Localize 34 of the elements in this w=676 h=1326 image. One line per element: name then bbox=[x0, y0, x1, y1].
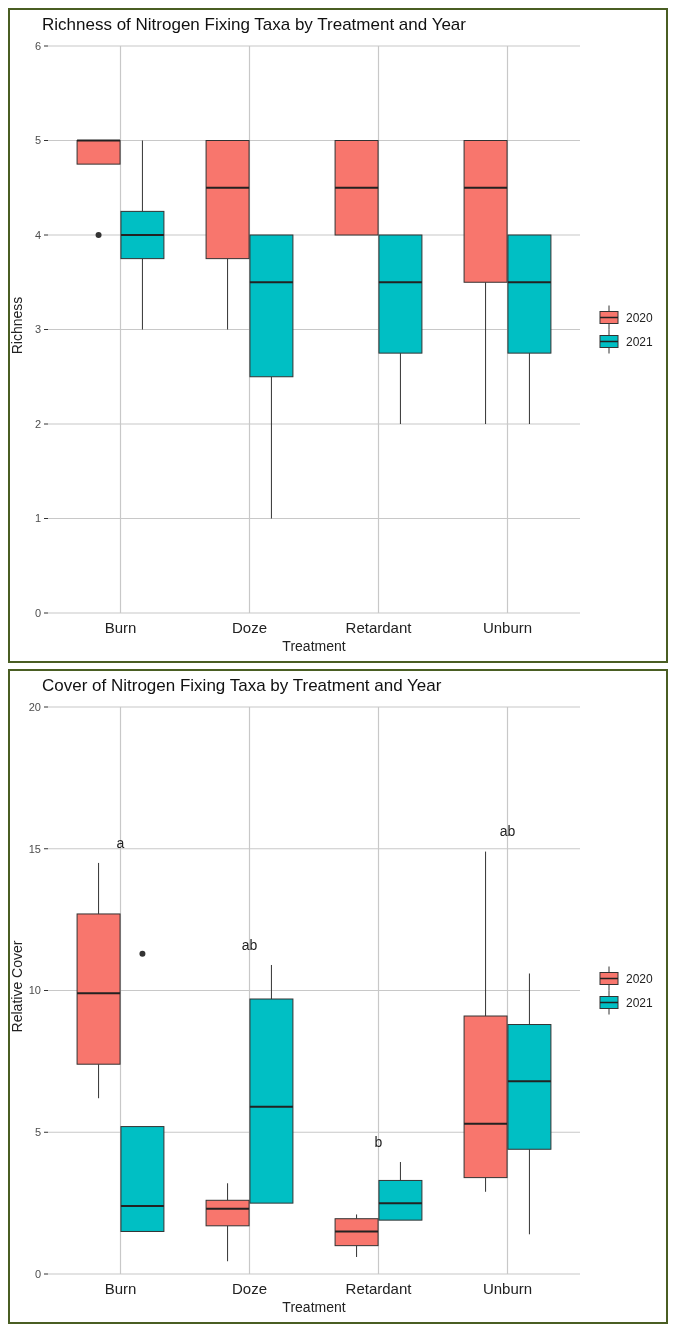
x-tick-label: Retardant bbox=[345, 619, 413, 636]
annotation: ab bbox=[241, 936, 258, 953]
legend-label: 2021 bbox=[626, 334, 654, 349]
y-tick-label: 1 bbox=[34, 512, 41, 525]
y-tick-label: 2 bbox=[34, 417, 41, 430]
x-tick-label: Unburn bbox=[482, 1280, 533, 1297]
y-tick-label: 6 bbox=[34, 39, 41, 52]
y-axis-title: Relative Cover bbox=[9, 940, 25, 1033]
x-tick-label: Unburn bbox=[482, 619, 533, 636]
chart-title: Richness of Nitrogen Fixing Taxa by Treatment and Year bbox=[42, 15, 467, 34]
y-tick-label: 0 bbox=[34, 1267, 41, 1280]
y-tick-label: 0 bbox=[34, 606, 41, 619]
x-tick-label: Retardant bbox=[345, 1280, 413, 1297]
y-axis-title: Richness bbox=[9, 296, 25, 355]
legend-label: 2020 bbox=[626, 971, 654, 986]
legend-label: 2020 bbox=[626, 310, 654, 325]
x-axis-title: Treatment bbox=[282, 638, 346, 654]
y-tick-label: 15 bbox=[28, 842, 41, 855]
legend-label: 2021 bbox=[626, 995, 654, 1010]
x-tick-label: Doze bbox=[231, 619, 268, 636]
y-tick-label: 5 bbox=[34, 134, 41, 147]
y-tick-label: 20 bbox=[28, 700, 41, 713]
x-tick-label: Burn bbox=[104, 1280, 137, 1297]
y-tick-label: 10 bbox=[28, 984, 41, 997]
annotation: ab bbox=[499, 823, 516, 840]
x-tick-label: Burn bbox=[104, 619, 137, 636]
x-axis-title: Treatment bbox=[282, 1299, 346, 1315]
x-tick-label: Doze bbox=[231, 1280, 268, 1297]
y-tick-label: 3 bbox=[34, 323, 41, 336]
annotation: a bbox=[116, 834, 125, 851]
y-tick-label: 5 bbox=[34, 1126, 41, 1139]
y-tick-label: 4 bbox=[34, 228, 41, 241]
annotation: b bbox=[374, 1133, 383, 1150]
chart-title: Cover of Nitrogen Fixing Taxa by Treatment and Year bbox=[42, 676, 442, 695]
